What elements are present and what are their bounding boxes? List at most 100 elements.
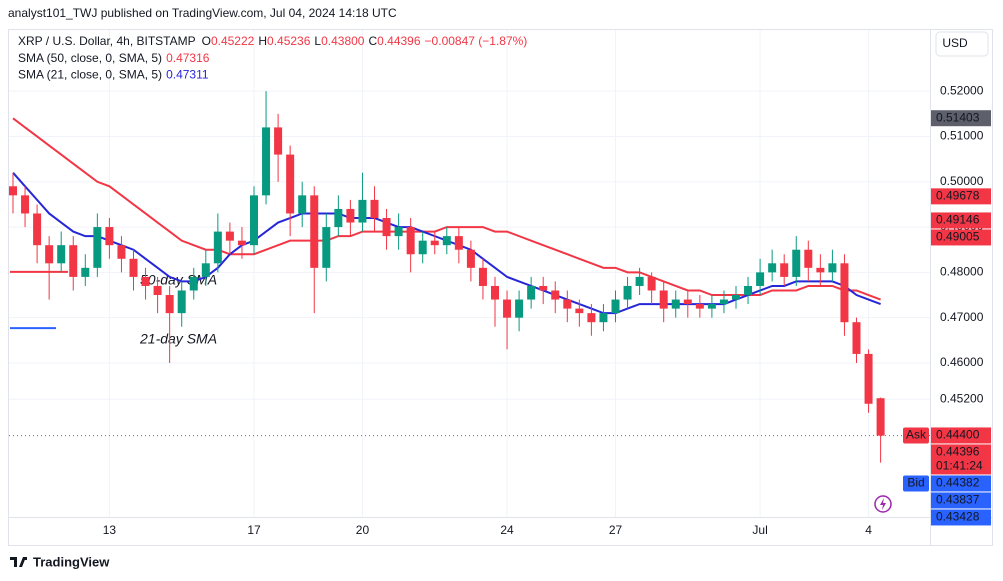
price-tag: Ask bbox=[906, 428, 927, 442]
y-tick-label: 0.52000 bbox=[940, 83, 984, 97]
candle-body bbox=[93, 227, 102, 268]
candle-body bbox=[69, 245, 78, 277]
price-label-box bbox=[931, 212, 991, 229]
candle-body bbox=[828, 263, 837, 273]
price-label-box bbox=[931, 427, 991, 444]
price-label-box bbox=[931, 188, 991, 205]
candle-body bbox=[406, 227, 415, 255]
candle-body bbox=[503, 299, 512, 318]
candle-body bbox=[611, 299, 620, 314]
candle-body bbox=[454, 236, 463, 250]
candle-body bbox=[491, 285, 499, 300]
y-tick-label: 0.51000 bbox=[940, 129, 984, 143]
countdown: 01:41:24 bbox=[936, 459, 983, 473]
candle-body bbox=[298, 195, 307, 214]
candle-body bbox=[732, 295, 740, 300]
candle-body bbox=[189, 276, 198, 291]
candle-body bbox=[322, 227, 331, 268]
price-label: 0.43428 bbox=[936, 510, 980, 524]
y-tick-label: 0.50000 bbox=[940, 174, 984, 188]
price-label: 0.44382 bbox=[936, 476, 980, 490]
x-tick-label: 4 bbox=[865, 523, 872, 537]
y-tick-label: 0.45200 bbox=[940, 391, 984, 405]
candle-body bbox=[442, 236, 451, 246]
candle-body bbox=[876, 398, 885, 436]
candle-body bbox=[539, 285, 548, 291]
candle-body bbox=[768, 263, 777, 273]
price-label: 0.49678 bbox=[936, 189, 980, 203]
footer-logo: TradingView bbox=[10, 554, 110, 569]
candle-body bbox=[707, 304, 716, 309]
y-tick-label: 0.48000 bbox=[940, 265, 984, 279]
candle-body bbox=[262, 127, 271, 196]
candle-body bbox=[671, 299, 680, 309]
candle-body bbox=[117, 245, 126, 259]
publisher: analyst101_TWJ published on TradingView.… bbox=[8, 6, 397, 20]
candle-body bbox=[213, 231, 222, 264]
candle-body bbox=[129, 258, 138, 277]
ohlc-key: O bbox=[202, 34, 211, 48]
candle-body bbox=[201, 263, 210, 277]
candle-body bbox=[575, 308, 584, 314]
candle-body bbox=[780, 263, 789, 277]
candle-body bbox=[647, 276, 656, 291]
x-tick-label: 13 bbox=[103, 523, 117, 537]
annotation: 21-day SMA bbox=[139, 331, 217, 347]
candle-body bbox=[683, 299, 692, 305]
candle-body bbox=[527, 285, 536, 300]
candle-body bbox=[274, 127, 283, 155]
candle-body bbox=[370, 199, 379, 219]
candle-body bbox=[286, 154, 295, 214]
price-label-box bbox=[931, 492, 991, 509]
candle-body bbox=[623, 285, 632, 300]
candle-body bbox=[225, 231, 234, 241]
flash-icon[interactable] bbox=[874, 495, 892, 513]
candle-body bbox=[744, 285, 753, 296]
candle-body bbox=[165, 295, 174, 314]
candle-body bbox=[599, 313, 608, 323]
candle-body bbox=[635, 276, 644, 286]
x-tick-label: 24 bbox=[500, 523, 514, 537]
legend-row: SMA (21, close, 0, SMA, 5) 0.47311 bbox=[18, 68, 209, 82]
price-tag: Bid bbox=[907, 476, 924, 490]
currency[interactable]: USD bbox=[942, 36, 968, 50]
candle-body bbox=[382, 218, 391, 237]
candle-body bbox=[358, 199, 367, 223]
candle-body bbox=[394, 227, 403, 237]
candle-body bbox=[852, 322, 861, 354]
candle-body bbox=[804, 249, 813, 268]
price-label-box bbox=[931, 509, 991, 526]
legend-row: XRP / U.S. Dollar, 4h, BITSTAMP O0.45222 H… bbox=[18, 34, 527, 48]
x-tick-label: 20 bbox=[356, 523, 370, 537]
sma-name: SMA (50, close, 0, SMA, 5) bbox=[18, 51, 162, 65]
candle-body bbox=[587, 313, 596, 323]
sma-value: 0.47311 bbox=[166, 68, 209, 82]
legend-row: SMA (50, close, 0, SMA, 5) 0.47316 bbox=[18, 51, 210, 65]
ohlc-value: 0.45222 bbox=[211, 34, 255, 48]
candle-body bbox=[478, 267, 487, 286]
currency-button[interactable] bbox=[935, 31, 989, 57]
candle-body bbox=[177, 290, 186, 314]
candle-body bbox=[57, 245, 66, 264]
ohlc-value: 0.44396 bbox=[377, 34, 421, 48]
price-label: 0.44400 bbox=[936, 428, 980, 442]
y-tick-label: 0.47000 bbox=[940, 310, 984, 324]
price-tag-box bbox=[903, 427, 929, 444]
candle-body bbox=[141, 276, 150, 286]
candle-body bbox=[430, 240, 439, 246]
symbol: XRP / U.S. Dollar, 4h, BITSTAMP bbox=[18, 34, 196, 48]
candle-body bbox=[515, 299, 524, 318]
candle-body bbox=[695, 304, 704, 309]
candle-body bbox=[45, 245, 54, 264]
candle-body bbox=[334, 208, 343, 228]
price-label-box bbox=[931, 444, 991, 475]
price-label: 0.49146 bbox=[936, 213, 980, 227]
price-label-box bbox=[931, 229, 991, 246]
candle-body bbox=[719, 299, 728, 305]
ohlc-key: C bbox=[368, 34, 377, 48]
price-label: 0.44396 bbox=[936, 445, 980, 459]
y-tick-label: 0.46000 bbox=[940, 355, 984, 369]
candle-body bbox=[756, 272, 765, 286]
